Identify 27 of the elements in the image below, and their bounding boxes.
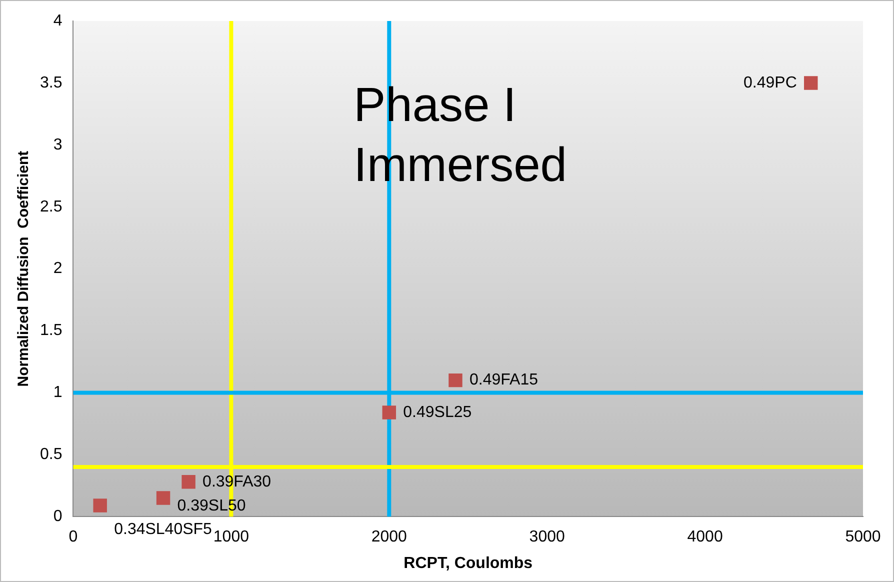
x-tick-label: 5000 <box>845 528 881 546</box>
point <box>804 76 818 90</box>
y-tick-label: 0.5 <box>40 446 62 464</box>
y-tick-label: 4 <box>53 12 62 30</box>
y-tick-label: 3.5 <box>40 74 62 92</box>
y-tick-label: 0 <box>53 508 62 526</box>
y-axis-title: Normalized Diffusion Coefficient <box>15 150 32 387</box>
x-axis-title: RCPT, Coulombs <box>404 554 533 572</box>
x-tick-label: 0 <box>68 528 78 546</box>
point <box>182 475 196 489</box>
series-label: 0.49SL25 <box>403 404 472 421</box>
series-label: 0.49PC <box>744 74 797 92</box>
y-tick-label: 1 <box>53 384 62 402</box>
y-tick-label: 2.5 <box>40 198 62 216</box>
x-tick-label: 4000 <box>687 528 723 546</box>
y-tick-label: 2 <box>53 260 62 278</box>
series-label: 0.34SL40SF5 <box>114 520 212 538</box>
point <box>93 498 107 512</box>
x-tick-label: 1000 <box>213 528 250 546</box>
y-tick-label: 1.5 <box>40 322 62 340</box>
x-tick-label: 3000 <box>529 528 565 546</box>
x-tick-label: 2000 <box>371 528 408 546</box>
y-tick-label: 3 <box>53 136 62 154</box>
point <box>448 373 462 388</box>
series-label: 0.49FA15 <box>469 372 538 389</box>
point <box>382 406 396 420</box>
point <box>156 491 170 505</box>
